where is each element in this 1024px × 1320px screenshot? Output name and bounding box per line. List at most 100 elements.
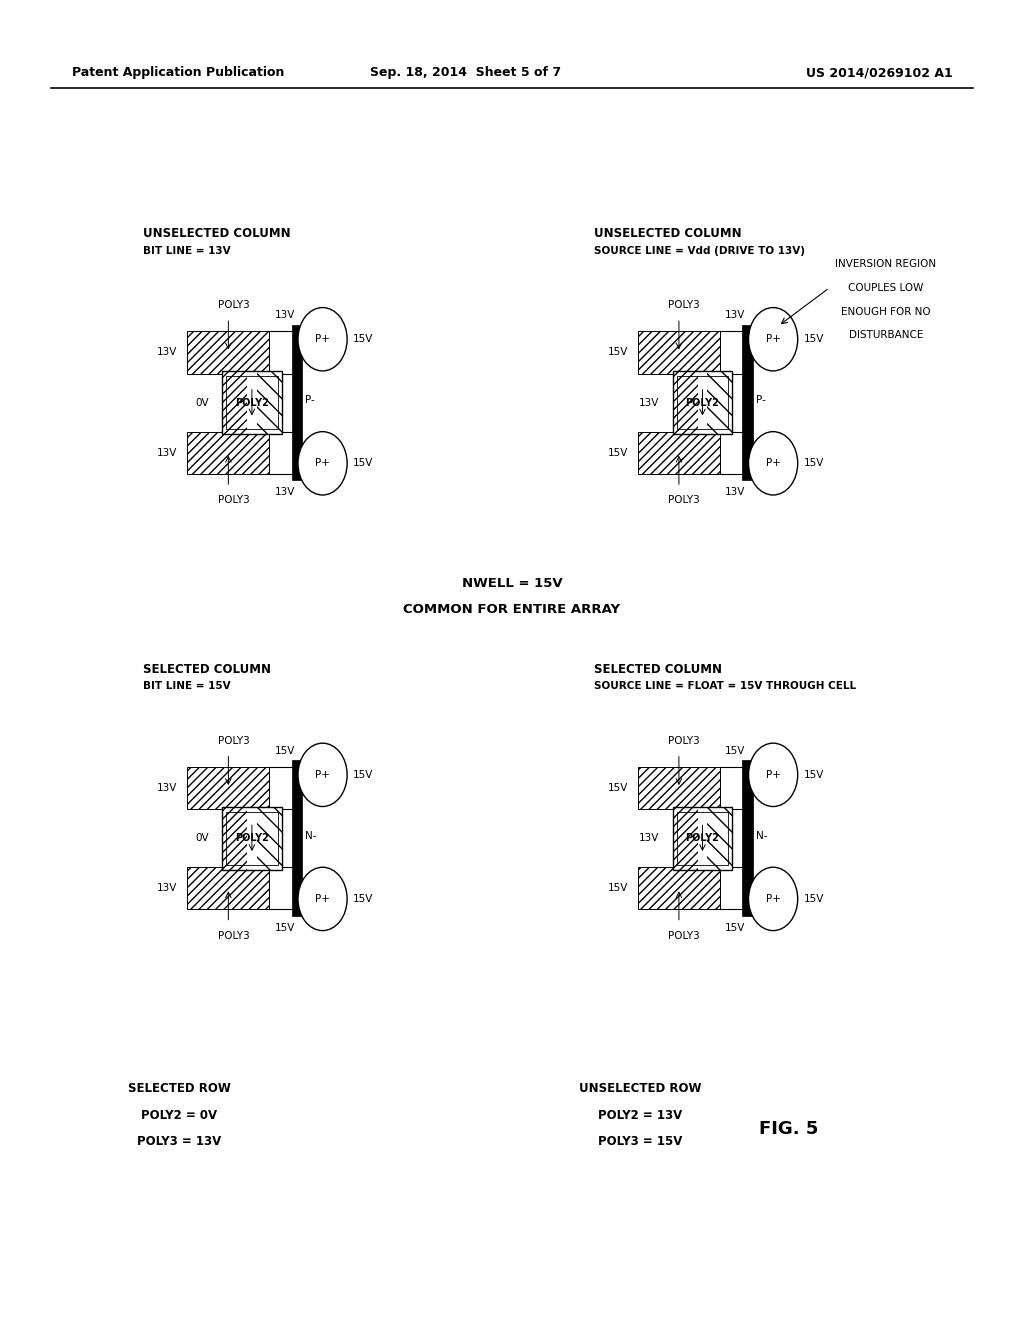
Text: 15V: 15V — [804, 334, 824, 345]
Text: POLY2: POLY2 — [234, 397, 269, 408]
Text: ENOUGH FOR NO: ENOUGH FOR NO — [841, 306, 931, 317]
Text: POLY3: POLY3 — [217, 931, 250, 941]
Bar — [708, 807, 732, 870]
Bar — [187, 767, 269, 809]
Text: BIT LINE = 15V: BIT LINE = 15V — [143, 681, 231, 692]
Text: P+: P+ — [315, 458, 330, 469]
Text: POLY3: POLY3 — [668, 495, 700, 506]
Text: 15V: 15V — [607, 347, 628, 358]
Text: 0V: 0V — [196, 397, 209, 408]
Bar — [673, 807, 697, 870]
Text: 15V: 15V — [274, 923, 295, 933]
Text: COUPLES LOW: COUPLES LOW — [848, 282, 924, 293]
Text: Patent Application Publication: Patent Application Publication — [72, 66, 284, 79]
Text: P-: P- — [756, 395, 766, 405]
Text: 0V: 0V — [196, 833, 209, 843]
Text: POLY3: POLY3 — [217, 735, 250, 746]
Circle shape — [298, 743, 347, 807]
Text: POLY2 = 13V: POLY2 = 13V — [598, 1109, 682, 1122]
Text: 15V: 15V — [353, 458, 374, 469]
Bar — [742, 760, 753, 916]
Text: POLY3: POLY3 — [217, 300, 250, 310]
Bar — [677, 812, 728, 865]
Circle shape — [749, 867, 798, 931]
Text: UNSELECTED COLUMN: UNSELECTED COLUMN — [143, 227, 291, 240]
Text: 13V: 13V — [274, 487, 295, 498]
Bar — [638, 767, 720, 809]
Text: 13V: 13V — [639, 833, 659, 843]
Text: POLY3 = 15V: POLY3 = 15V — [598, 1135, 682, 1148]
Bar — [257, 807, 282, 870]
Text: P+: P+ — [766, 334, 780, 345]
Bar — [222, 807, 282, 870]
Text: 13V: 13V — [639, 397, 659, 408]
Text: 15V: 15V — [607, 447, 628, 458]
Text: 13V: 13V — [725, 487, 745, 498]
Bar — [187, 867, 269, 909]
Text: INVERSION REGION: INVERSION REGION — [836, 259, 936, 269]
Text: 15V: 15V — [353, 894, 374, 904]
Text: P+: P+ — [766, 458, 780, 469]
Text: P+: P+ — [766, 894, 780, 904]
Bar — [187, 331, 269, 374]
Text: SELECTED COLUMN: SELECTED COLUMN — [594, 663, 722, 676]
Bar — [708, 371, 732, 434]
Bar — [222, 371, 247, 434]
Text: 15V: 15V — [607, 883, 628, 894]
Text: 15V: 15V — [804, 770, 824, 780]
Circle shape — [298, 867, 347, 931]
Bar — [292, 760, 302, 916]
Text: 13V: 13V — [157, 347, 177, 358]
Circle shape — [749, 308, 798, 371]
Bar — [638, 867, 720, 909]
Bar — [257, 371, 282, 434]
Text: POLY2: POLY2 — [234, 833, 269, 843]
Circle shape — [298, 432, 347, 495]
Text: 15V: 15V — [804, 458, 824, 469]
Bar — [677, 376, 728, 429]
Text: 15V: 15V — [725, 923, 745, 933]
Text: FIG. 5: FIG. 5 — [759, 1119, 818, 1138]
Text: N-: N- — [305, 830, 316, 841]
Text: POLY3: POLY3 — [217, 495, 250, 506]
Bar — [742, 325, 753, 480]
Circle shape — [749, 743, 798, 807]
Text: UNSELECTED COLUMN: UNSELECTED COLUMN — [594, 227, 741, 240]
Bar — [187, 432, 269, 474]
Text: 15V: 15V — [274, 746, 295, 756]
Text: Sep. 18, 2014  Sheet 5 of 7: Sep. 18, 2014 Sheet 5 of 7 — [371, 66, 561, 79]
Text: COMMON FOR ENTIRE ARRAY: COMMON FOR ENTIRE ARRAY — [403, 603, 621, 616]
Text: NWELL = 15V: NWELL = 15V — [462, 577, 562, 590]
Text: 15V: 15V — [804, 894, 824, 904]
Text: SELECTED COLUMN: SELECTED COLUMN — [143, 663, 271, 676]
Bar — [226, 812, 278, 865]
Text: 13V: 13V — [157, 883, 177, 894]
Text: POLY3: POLY3 — [668, 931, 700, 941]
Text: POLY2 = 0V: POLY2 = 0V — [141, 1109, 217, 1122]
Text: SOURCE LINE = FLOAT = 15V THROUGH CELL: SOURCE LINE = FLOAT = 15V THROUGH CELL — [594, 681, 856, 692]
Bar — [292, 325, 302, 480]
Text: POLY2: POLY2 — [685, 397, 720, 408]
Text: 13V: 13V — [157, 447, 177, 458]
Bar — [673, 807, 732, 870]
Text: 15V: 15V — [353, 770, 374, 780]
Circle shape — [749, 432, 798, 495]
Text: UNSELECTED ROW: UNSELECTED ROW — [579, 1082, 701, 1096]
Bar — [638, 432, 720, 474]
Text: 15V: 15V — [725, 746, 745, 756]
Text: BIT LINE = 13V: BIT LINE = 13V — [143, 246, 231, 256]
Text: SOURCE LINE = Vdd (DRIVE TO 13V): SOURCE LINE = Vdd (DRIVE TO 13V) — [594, 246, 805, 256]
Circle shape — [298, 308, 347, 371]
Bar — [222, 807, 247, 870]
Bar — [638, 331, 720, 374]
Text: 15V: 15V — [353, 334, 374, 345]
Text: 13V: 13V — [274, 310, 295, 321]
Text: POLY2: POLY2 — [685, 833, 720, 843]
Text: SELECTED ROW: SELECTED ROW — [128, 1082, 230, 1096]
Bar — [673, 371, 732, 434]
Text: P+: P+ — [315, 770, 330, 780]
Text: POLY3 = 13V: POLY3 = 13V — [137, 1135, 221, 1148]
Text: N-: N- — [756, 830, 767, 841]
Text: 13V: 13V — [725, 310, 745, 321]
Bar — [226, 376, 278, 429]
